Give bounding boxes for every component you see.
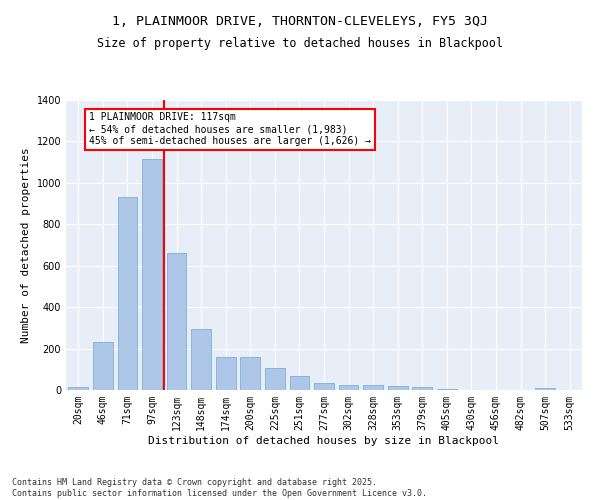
Bar bbox=[191, 329, 211, 390]
Bar bbox=[93, 342, 113, 390]
Y-axis label: Number of detached properties: Number of detached properties bbox=[21, 147, 31, 343]
Bar bbox=[412, 387, 432, 390]
Text: 1, PLAINMOOR DRIVE, THORNTON-CLEVELEYS, FY5 3QJ: 1, PLAINMOOR DRIVE, THORNTON-CLEVELEYS, … bbox=[112, 15, 488, 28]
X-axis label: Distribution of detached houses by size in Blackpool: Distribution of detached houses by size … bbox=[149, 436, 499, 446]
Bar bbox=[314, 383, 334, 390]
Text: 1 PLAINMOOR DRIVE: 117sqm
← 54% of detached houses are smaller (1,983)
45% of se: 1 PLAINMOOR DRIVE: 117sqm ← 54% of detac… bbox=[89, 112, 371, 146]
Bar bbox=[265, 368, 284, 390]
Text: Size of property relative to detached houses in Blackpool: Size of property relative to detached ho… bbox=[97, 38, 503, 51]
Bar bbox=[241, 357, 260, 390]
Bar bbox=[339, 385, 358, 390]
Bar bbox=[388, 386, 407, 390]
Bar bbox=[216, 357, 236, 390]
Bar bbox=[118, 198, 137, 390]
Bar bbox=[437, 389, 457, 390]
Bar bbox=[535, 388, 555, 390]
Bar bbox=[364, 386, 383, 390]
Bar bbox=[68, 387, 88, 390]
Bar bbox=[142, 159, 162, 390]
Text: Contains HM Land Registry data © Crown copyright and database right 2025.
Contai: Contains HM Land Registry data © Crown c… bbox=[12, 478, 427, 498]
Bar bbox=[167, 254, 187, 390]
Bar bbox=[290, 376, 309, 390]
